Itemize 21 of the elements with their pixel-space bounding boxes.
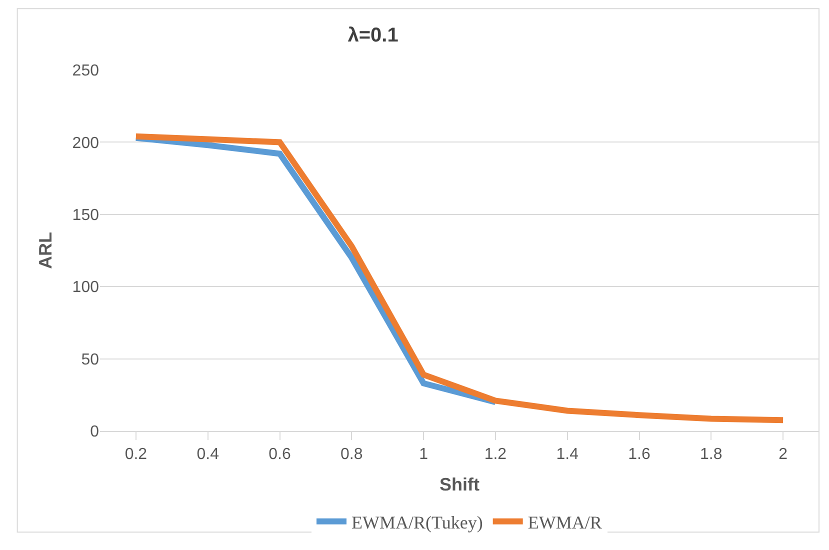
x-tick-label: 1.4 [556, 446, 579, 464]
y-tick-label: 150 [72, 207, 100, 224]
x-tick-label: 1 [419, 446, 428, 464]
x-tick-label: 1.2 [484, 446, 507, 464]
x-tick-label: 0.8 [340, 446, 363, 464]
y-tick-label: 0 [90, 424, 100, 441]
x-tick-label: 0.6 [268, 446, 291, 464]
y-tick-label: 250 [72, 62, 100, 80]
x-tick-label: 0.2 [124, 446, 148, 464]
legend-label: EWMA/R(Tukey) [352, 512, 483, 532]
x-tick-label: 0.4 [196, 446, 220, 464]
chart-title: λ=0.1 [348, 24, 398, 46]
y-axis-title: ARL [35, 232, 56, 269]
x-tick-label: 1.8 [700, 446, 722, 464]
x-axis-title: Shift [440, 474, 480, 494]
y-tick-label: 50 [81, 351, 100, 368]
y-tick-label: 200 [72, 134, 100, 152]
legend-label: EWMA/R [528, 512, 602, 532]
x-tick-label: 2 [778, 446, 788, 464]
x-tick-label: 1.6 [628, 446, 650, 464]
y-tick-label: 100 [72, 279, 100, 296]
